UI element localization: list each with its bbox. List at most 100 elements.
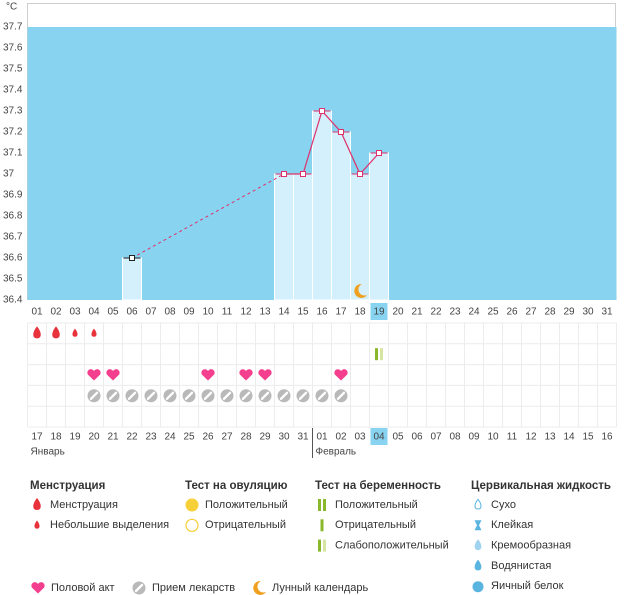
cycle-day-label: 13 bbox=[259, 307, 271, 318]
date-label: 06 bbox=[411, 432, 423, 443]
cycle-day-label: 28 bbox=[544, 307, 556, 318]
y-unit: °C bbox=[6, 2, 17, 13]
test-bar bbox=[318, 539, 321, 552]
row-icon bbox=[375, 348, 383, 361]
month-label: Февраль bbox=[316, 447, 357, 458]
legend-icon bbox=[31, 582, 45, 594]
heart bbox=[258, 369, 272, 381]
date-label: 10 bbox=[487, 432, 499, 443]
pill-slash bbox=[298, 391, 308, 400]
legend-title: Цервикальная жидкость bbox=[471, 480, 611, 492]
date-label: 14 bbox=[563, 432, 575, 443]
point bbox=[376, 150, 382, 156]
cycle-day-label: 27 bbox=[525, 307, 537, 318]
cycle-day-label: 14 bbox=[278, 307, 290, 318]
cycle-day-label: 26 bbox=[506, 307, 518, 318]
date-label: 16 bbox=[601, 432, 613, 443]
heart bbox=[87, 369, 101, 381]
date-label: 17 bbox=[31, 432, 43, 443]
row-icon bbox=[144, 389, 158, 403]
drop bbox=[33, 498, 41, 510]
legend-label: Слабоположительный bbox=[335, 540, 449, 552]
pill-slash bbox=[203, 391, 213, 400]
y-tick-label: 36.8 bbox=[3, 211, 23, 222]
point bbox=[338, 129, 344, 135]
gap-connector bbox=[131, 173, 285, 259]
cycle-day-label: 30 bbox=[582, 307, 594, 318]
row-icon bbox=[201, 369, 215, 381]
pill-slash bbox=[127, 391, 137, 400]
pill-slash bbox=[134, 583, 144, 593]
test-bar bbox=[323, 499, 326, 511]
legend-label: Небольшие выделения bbox=[50, 519, 169, 531]
drop bbox=[52, 326, 60, 339]
drop bbox=[33, 326, 41, 339]
date-label: 18 bbox=[50, 432, 62, 443]
test-bar bbox=[380, 348, 383, 361]
test-bar bbox=[320, 519, 324, 532]
row-icon bbox=[33, 326, 41, 339]
date-label: 31 bbox=[297, 432, 309, 443]
date-label: 20 bbox=[88, 432, 100, 443]
date-label: 09 bbox=[468, 432, 480, 443]
row-icon bbox=[87, 389, 101, 403]
y-tick-label: 37.1 bbox=[3, 148, 23, 159]
cycle-day-label: 22 bbox=[430, 307, 442, 318]
y-tick-label: 36.4 bbox=[3, 295, 23, 306]
row-icon bbox=[201, 389, 215, 403]
legend-icon bbox=[474, 520, 482, 531]
point bbox=[129, 255, 135, 261]
cycle-day-label: 25 bbox=[487, 307, 499, 318]
temperature-bar bbox=[293, 173, 313, 301]
legend-icon bbox=[132, 581, 146, 595]
pill-slash bbox=[260, 391, 270, 400]
legend-label: Яичный белок bbox=[491, 580, 564, 592]
cycle-day-label: 17 bbox=[335, 307, 347, 318]
pill-slash bbox=[317, 391, 327, 400]
ovulation-test bbox=[185, 518, 199, 532]
point bbox=[319, 108, 325, 114]
legend-label: Половой акт bbox=[51, 582, 115, 594]
cycle-day-label: 11 bbox=[222, 307, 233, 318]
row-icon bbox=[163, 389, 177, 403]
legend-icon bbox=[253, 580, 266, 595]
row-icon bbox=[91, 328, 97, 337]
cycle-day-label: 07 bbox=[145, 307, 157, 318]
date-label: 15 bbox=[582, 432, 594, 443]
y-tick-label: 36.5 bbox=[3, 274, 23, 285]
legend-label: Отрицательный bbox=[205, 519, 286, 531]
date-label: 21 bbox=[107, 432, 119, 443]
row-icon bbox=[334, 369, 348, 381]
legend-icon bbox=[474, 559, 482, 571]
heart bbox=[106, 369, 120, 381]
row-icon bbox=[106, 389, 120, 403]
legend-label: Лунный календарь bbox=[272, 582, 369, 594]
date-label: 24 bbox=[164, 432, 176, 443]
cycle-day-label: 12 bbox=[240, 307, 252, 318]
y-tick-label: 36.9 bbox=[3, 190, 23, 201]
drop bbox=[474, 539, 482, 551]
pill-slash bbox=[165, 391, 175, 400]
legend-icon bbox=[320, 519, 324, 532]
drop bbox=[91, 328, 97, 337]
heart bbox=[334, 369, 348, 381]
cycle-day-label: 29 bbox=[563, 307, 575, 318]
cycle-day-label: 19 bbox=[373, 307, 385, 318]
drop bbox=[72, 328, 78, 337]
drop bbox=[474, 498, 482, 510]
date-label: 08 bbox=[449, 432, 461, 443]
temperature-bar bbox=[350, 173, 370, 301]
cycle-day-label: 20 bbox=[392, 307, 404, 318]
legend-icon bbox=[33, 498, 41, 510]
legend-icon bbox=[474, 539, 482, 551]
date-label: 23 bbox=[145, 432, 157, 443]
date-label: 30 bbox=[278, 432, 290, 443]
month-label: Январь bbox=[31, 447, 65, 458]
cycle-day-label: 16 bbox=[316, 307, 328, 318]
temperature-bar bbox=[369, 152, 389, 301]
cycle-day-label: 06 bbox=[126, 307, 138, 318]
legend-icon bbox=[185, 518, 199, 532]
point bbox=[300, 171, 306, 177]
drop bbox=[34, 520, 40, 529]
